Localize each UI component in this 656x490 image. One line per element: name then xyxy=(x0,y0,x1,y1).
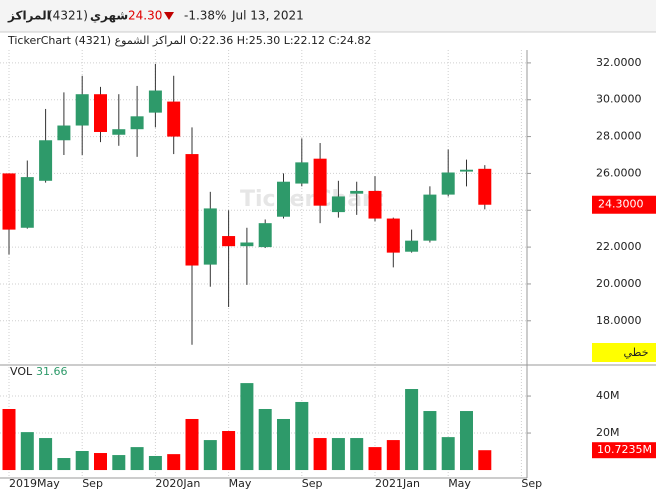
volume-bar xyxy=(441,437,455,471)
legend-line: TickerChart المراكز الشموع (4321) O:22.3… xyxy=(7,34,371,47)
volume-title: VOL xyxy=(10,365,33,378)
candle-body xyxy=(368,190,382,219)
candle-body xyxy=(240,242,254,247)
volume-bar xyxy=(94,453,107,471)
candle-body xyxy=(331,196,345,213)
volume-bar xyxy=(405,389,419,471)
volume-bar xyxy=(57,458,71,471)
price-tag xyxy=(592,195,656,214)
volume-bar xyxy=(478,450,492,471)
watermark: TickerChart xyxy=(240,187,384,212)
volume-bar xyxy=(423,411,437,471)
down-arrow xyxy=(164,12,174,20)
scale-label[interactable]: خطي xyxy=(624,346,649,359)
candle-body xyxy=(75,94,89,126)
volume-bar xyxy=(185,418,199,471)
candle-body xyxy=(258,223,272,248)
candle-body xyxy=(441,172,455,195)
candle-body xyxy=(405,240,419,252)
volume-bar xyxy=(460,411,473,471)
volume-bar xyxy=(203,440,217,471)
price-tag-label: 24.3000 xyxy=(598,198,644,211)
candle-body xyxy=(295,162,309,184)
volume-bar xyxy=(167,454,181,471)
volume-tag xyxy=(592,442,656,459)
candle-body xyxy=(185,154,199,266)
candle-body xyxy=(167,101,181,137)
volume-bar xyxy=(240,383,254,471)
candle-body xyxy=(39,140,53,181)
candle-body xyxy=(478,168,492,205)
y-tick-label: 18.0000 xyxy=(596,314,642,327)
x-tick-label: May xyxy=(448,477,471,490)
candle-body xyxy=(57,125,71,141)
x-tick-label: Sep xyxy=(302,477,323,490)
candle-body xyxy=(350,190,364,194)
volume-bar xyxy=(222,431,236,471)
volume-bar xyxy=(277,418,290,471)
candle-body xyxy=(423,194,437,241)
candle-body xyxy=(460,169,473,172)
volume-bar xyxy=(2,408,16,471)
volume-bar xyxy=(350,438,364,471)
stock-name: المراكز xyxy=(7,9,51,23)
volume-bar xyxy=(258,408,272,471)
candle-body xyxy=(222,236,236,247)
volume-bar xyxy=(130,447,144,471)
y-tick-label: 40M xyxy=(596,389,620,402)
y-tick-label: 28.0000 xyxy=(596,130,642,143)
y-tick-label: 32.0000 xyxy=(596,56,642,69)
volume-bar xyxy=(313,438,327,471)
volume-bar xyxy=(39,438,53,471)
y-tick-label: 20.0000 xyxy=(596,277,642,290)
volume-bar xyxy=(368,447,382,471)
candle-body xyxy=(386,218,400,253)
volume-bar xyxy=(148,455,162,471)
volume-bar xyxy=(75,450,89,471)
y-tick-label: 20M xyxy=(596,426,620,439)
candle-body xyxy=(203,208,217,265)
volume-value: 31.66 xyxy=(36,365,68,378)
stock-code: (4321) xyxy=(48,9,88,23)
candle-body xyxy=(20,177,34,228)
x-tick-label: 2019May xyxy=(9,477,60,490)
volume-bar xyxy=(20,432,34,471)
x-tick-label: Sep xyxy=(521,477,542,490)
volume-bar xyxy=(112,455,126,471)
candle-body xyxy=(112,129,126,135)
candle-body xyxy=(130,116,144,130)
candle-body xyxy=(94,94,107,132)
candle-body xyxy=(2,173,16,230)
change: -1.38% xyxy=(184,9,226,23)
period: شهري xyxy=(90,9,128,23)
candle-body xyxy=(148,90,162,113)
y-tick-label: 26.0000 xyxy=(596,166,642,179)
candle-body xyxy=(277,181,290,217)
x-tick-label: Sep xyxy=(82,477,103,490)
price: 24.30 xyxy=(128,9,162,23)
y-tick-label: 30.0000 xyxy=(596,93,642,106)
y-tick-label: 22.0000 xyxy=(596,240,642,253)
volume-bar xyxy=(331,438,345,471)
volume-tag-label: 10.7235M xyxy=(597,443,652,456)
date: Jul 13, 2021 xyxy=(231,9,304,23)
top-bar xyxy=(0,0,656,32)
scale-button[interactable] xyxy=(592,343,656,362)
x-tick-label: 2021Jan xyxy=(375,477,420,490)
x-tick-label: 2020Jan xyxy=(155,477,200,490)
candle-body xyxy=(313,158,327,206)
volume-bar xyxy=(386,440,400,471)
x-tick-label: May xyxy=(229,477,252,490)
volume-bar xyxy=(295,401,309,471)
